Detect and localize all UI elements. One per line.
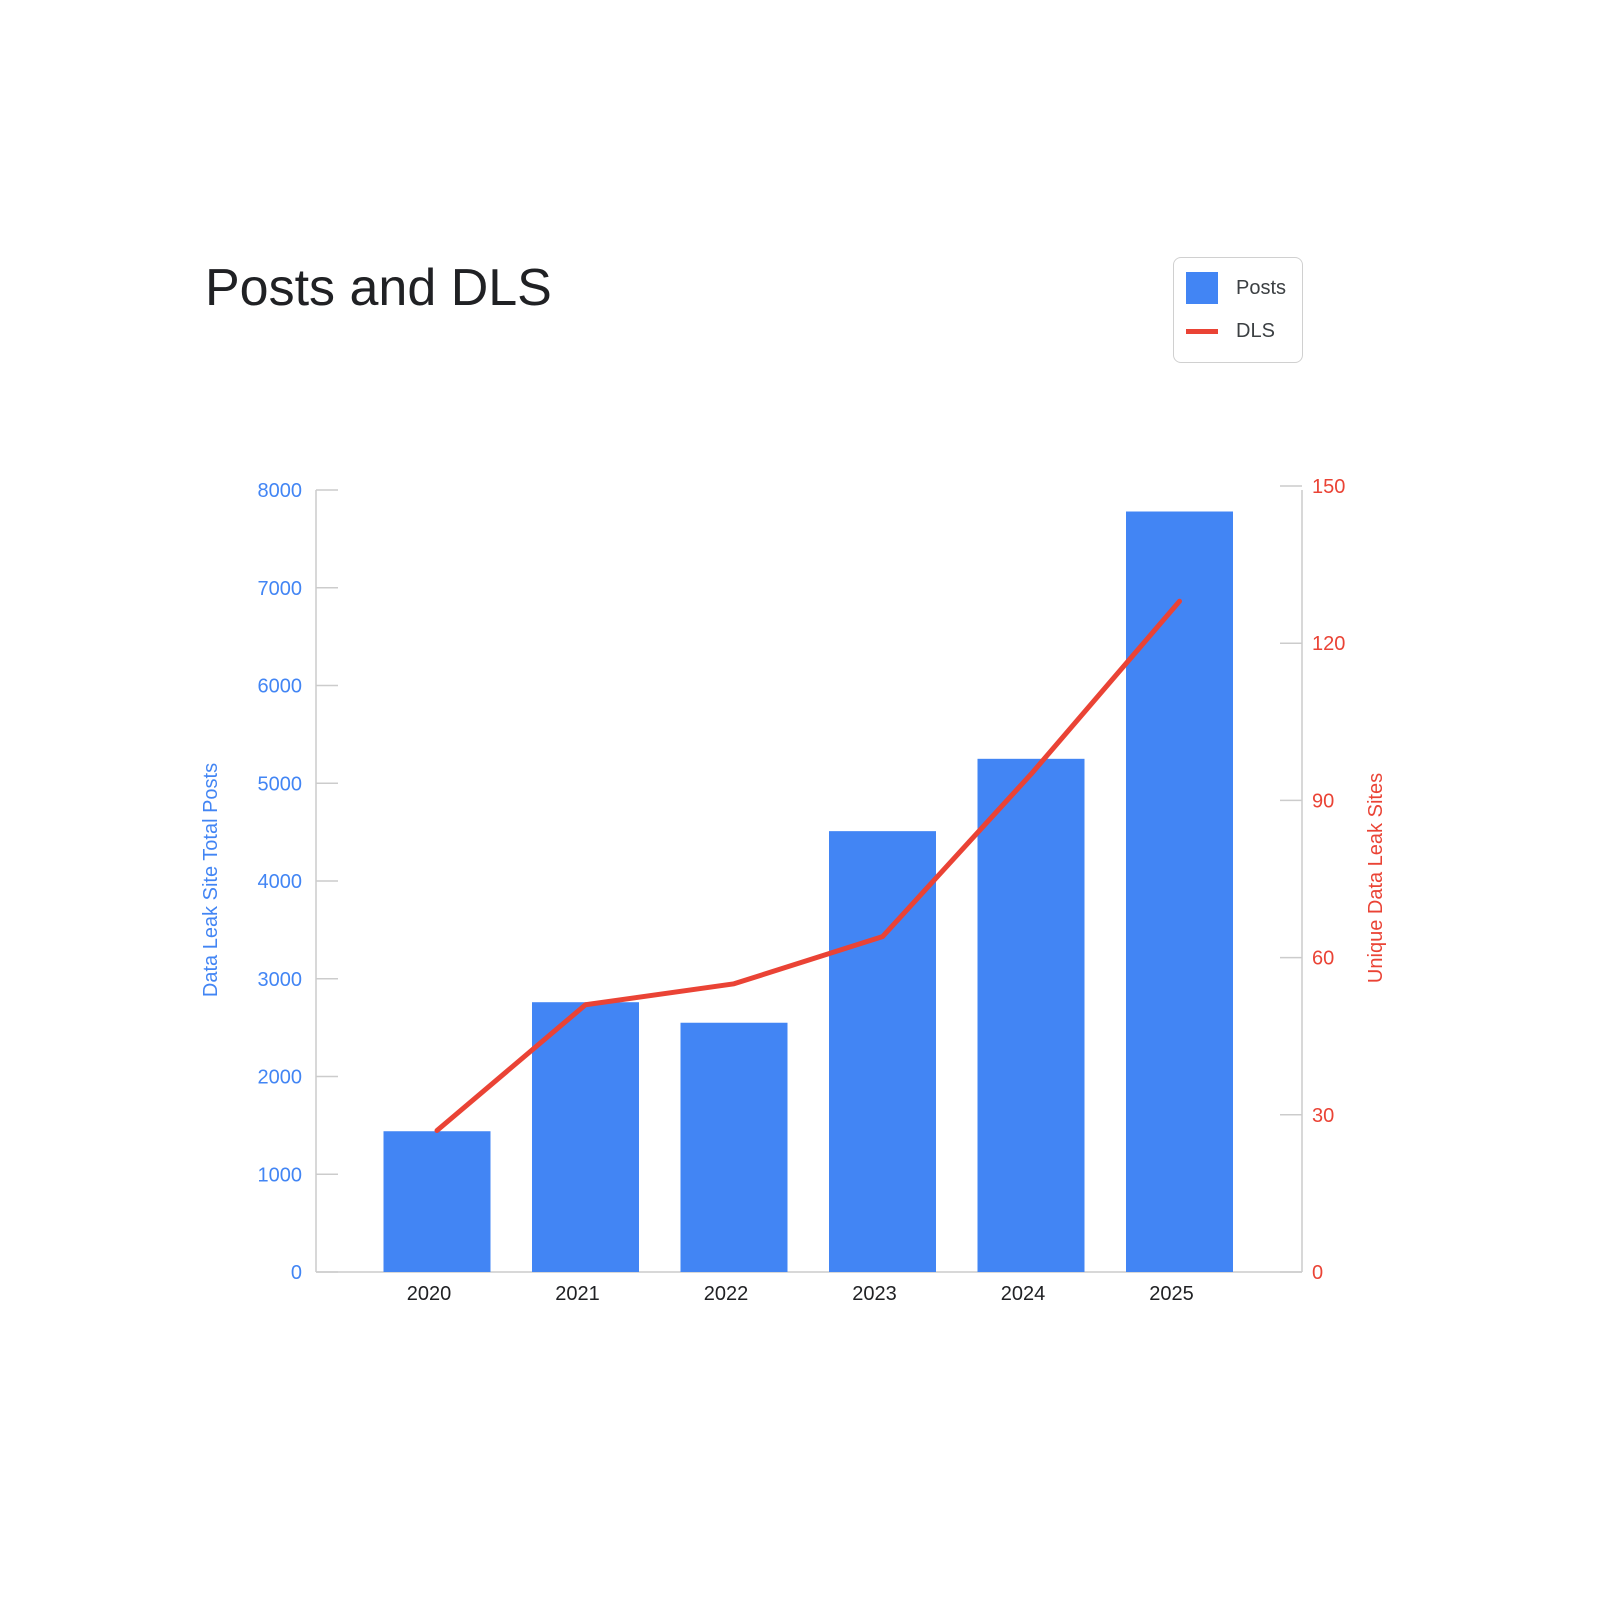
bar-2022 [680, 1022, 788, 1272]
bar-2020 [383, 1131, 491, 1272]
y-tick-label-left: 4000 [258, 871, 303, 893]
y-axis-right-label: Unique Data Leak Sites [1365, 773, 1387, 983]
line-series [434, 598, 1182, 1134]
y-tick-label-right: 90 [1312, 790, 1334, 812]
y-tick-label-left: 0 [291, 1262, 302, 1284]
x-tick-label: 2022 [704, 1283, 749, 1305]
tick-labels: 0 1000 2000 3000 4000 5000 6000 7000 8000 0 30 60 90… [258, 476, 1346, 1305]
y-tick-label-left: 8000 [258, 480, 303, 502]
legend-item-dls: DLS [1186, 320, 1275, 343]
dls-line [434, 598, 1182, 1134]
bar-2025 [1126, 511, 1233, 1272]
y-tick-label-left: 1000 [258, 1164, 303, 1186]
y-tick-label-left: 6000 [258, 676, 303, 698]
bars [383, 511, 1233, 1272]
x-tick-label: 2025 [1149, 1283, 1194, 1305]
bar-2023 [829, 831, 936, 1272]
x-tick-label: 2021 [555, 1283, 600, 1305]
legend-label-posts: Posts [1236, 276, 1287, 299]
y-tick-label-right: 0 [1312, 1262, 1323, 1284]
y-tick-label-right: 30 [1312, 1105, 1334, 1127]
x-tick-label: 2020 [407, 1283, 452, 1305]
chart-title: Posts and DLS [205, 259, 552, 317]
y-tick-label-right: 120 [1312, 633, 1345, 655]
y-tick-label-left: 3000 [258, 969, 303, 991]
bar-2024 [977, 758, 1085, 1272]
legend-label-dls: DLS [1236, 320, 1275, 342]
y-axis-left-label: Data Leak Site Total Posts [200, 763, 222, 997]
legend-item-posts: Posts [1186, 272, 1286, 304]
legend: Posts DLS [1173, 257, 1303, 363]
legend-swatch-dls [1186, 329, 1218, 334]
y-tick-label-left: 5000 [258, 773, 303, 795]
bar-2021 [532, 1002, 639, 1272]
x-tick-label: 2024 [1001, 1283, 1046, 1305]
legend-swatch-posts [1186, 272, 1218, 304]
y-tick-label-right: 150 [1312, 476, 1345, 498]
y-tick-label-left: 7000 [258, 578, 303, 600]
y-tick-label-right: 60 [1312, 948, 1334, 970]
x-tick-label: 2023 [852, 1283, 897, 1305]
y-tick-label-left: 2000 [258, 1067, 303, 1089]
